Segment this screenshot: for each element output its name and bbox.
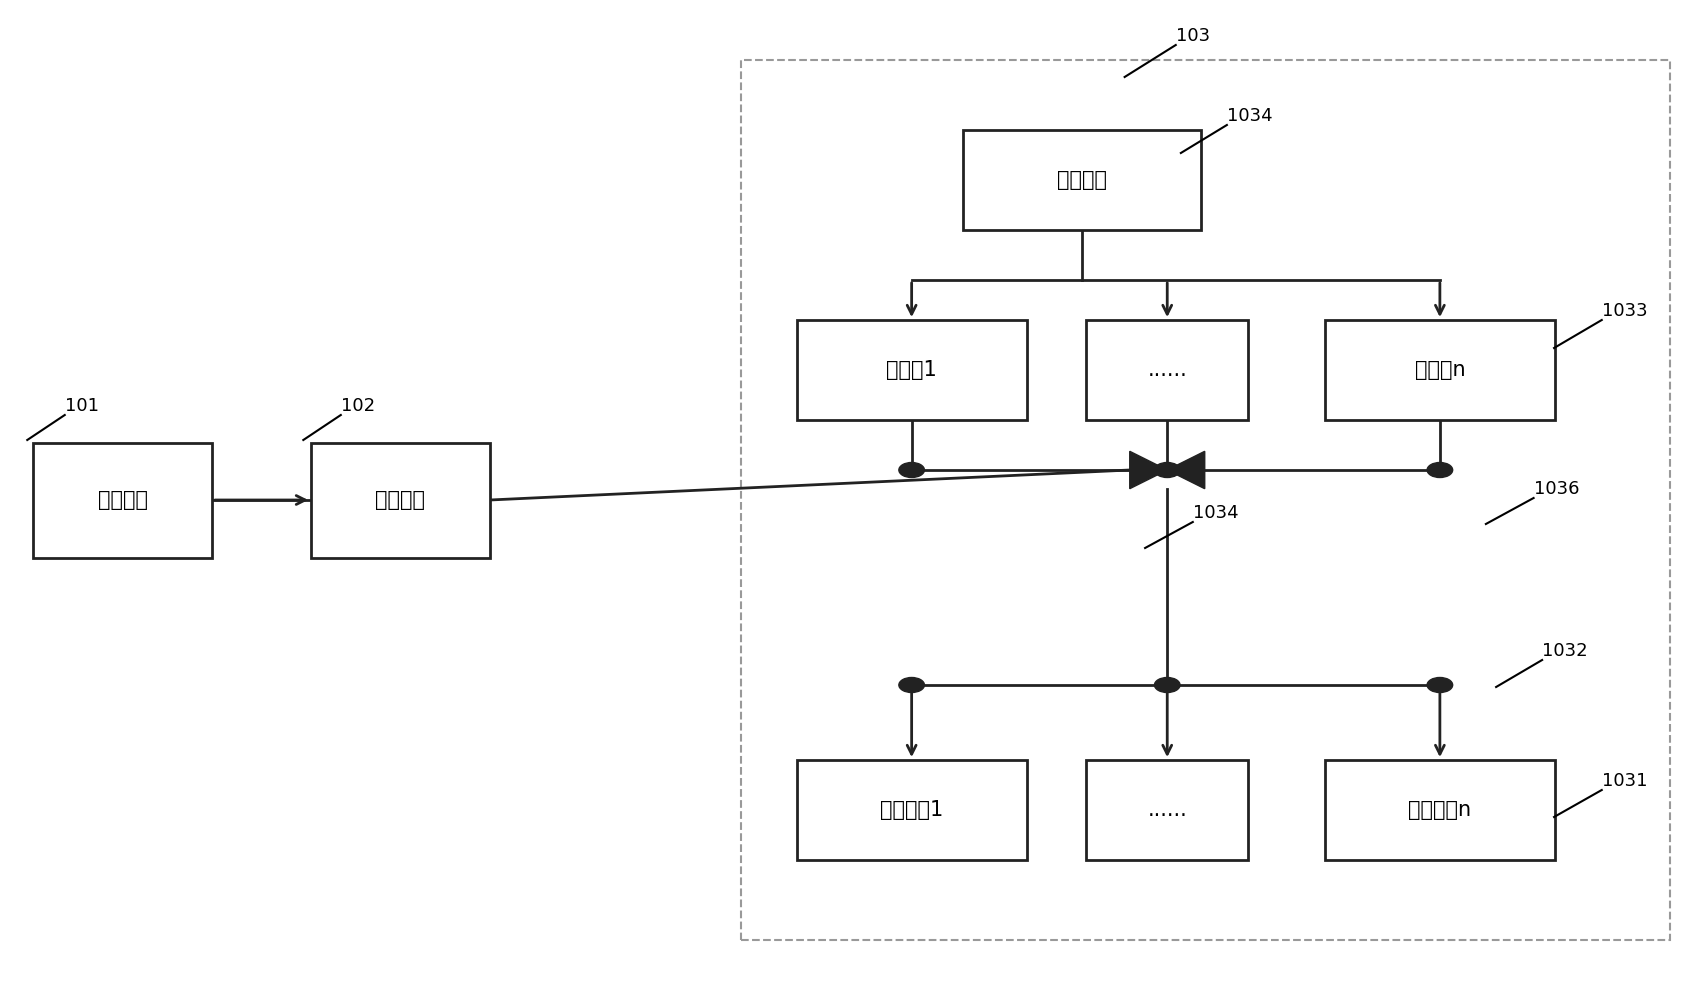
Text: 103: 103: [1176, 27, 1210, 45]
Bar: [310, 442, 491, 558]
Text: ......: ......: [1147, 800, 1188, 820]
Bar: [32, 442, 211, 558]
Polygon shape: [1130, 451, 1167, 489]
Polygon shape: [1167, 451, 1205, 489]
Bar: [1324, 760, 1554, 860]
Text: 1032: 1032: [1542, 642, 1588, 660]
Bar: [1324, 320, 1554, 420]
Text: 1031: 1031: [1602, 772, 1648, 790]
Text: 101: 101: [65, 397, 99, 415]
Text: 1036: 1036: [1534, 480, 1580, 498]
Text: 驱动设备: 驱动设备: [1056, 170, 1108, 190]
Bar: [1087, 320, 1247, 420]
Circle shape: [1155, 678, 1179, 692]
Bar: [1087, 760, 1247, 860]
Bar: [796, 320, 1026, 420]
Bar: [796, 760, 1026, 860]
Bar: [963, 130, 1201, 230]
Circle shape: [1426, 678, 1452, 692]
Text: 存储舱n: 存储舱n: [1414, 360, 1465, 380]
Circle shape: [1426, 462, 1452, 478]
Text: 102: 102: [341, 397, 375, 415]
Text: ......: ......: [1147, 360, 1188, 380]
Circle shape: [900, 462, 924, 478]
Text: 控制设备: 控制设备: [375, 490, 426, 510]
Text: 1034: 1034: [1227, 107, 1273, 125]
Text: 消防喷头n: 消防喷头n: [1408, 800, 1472, 820]
Text: 1034: 1034: [1193, 504, 1239, 522]
Text: 1033: 1033: [1602, 302, 1648, 320]
Circle shape: [900, 678, 924, 692]
Circle shape: [1155, 462, 1179, 478]
Bar: [741, 60, 1670, 940]
Text: 探测设备: 探测设备: [97, 490, 148, 510]
Text: 消防喷头1: 消防喷头1: [879, 800, 944, 820]
Text: 存储舱1: 存储舱1: [886, 360, 937, 380]
